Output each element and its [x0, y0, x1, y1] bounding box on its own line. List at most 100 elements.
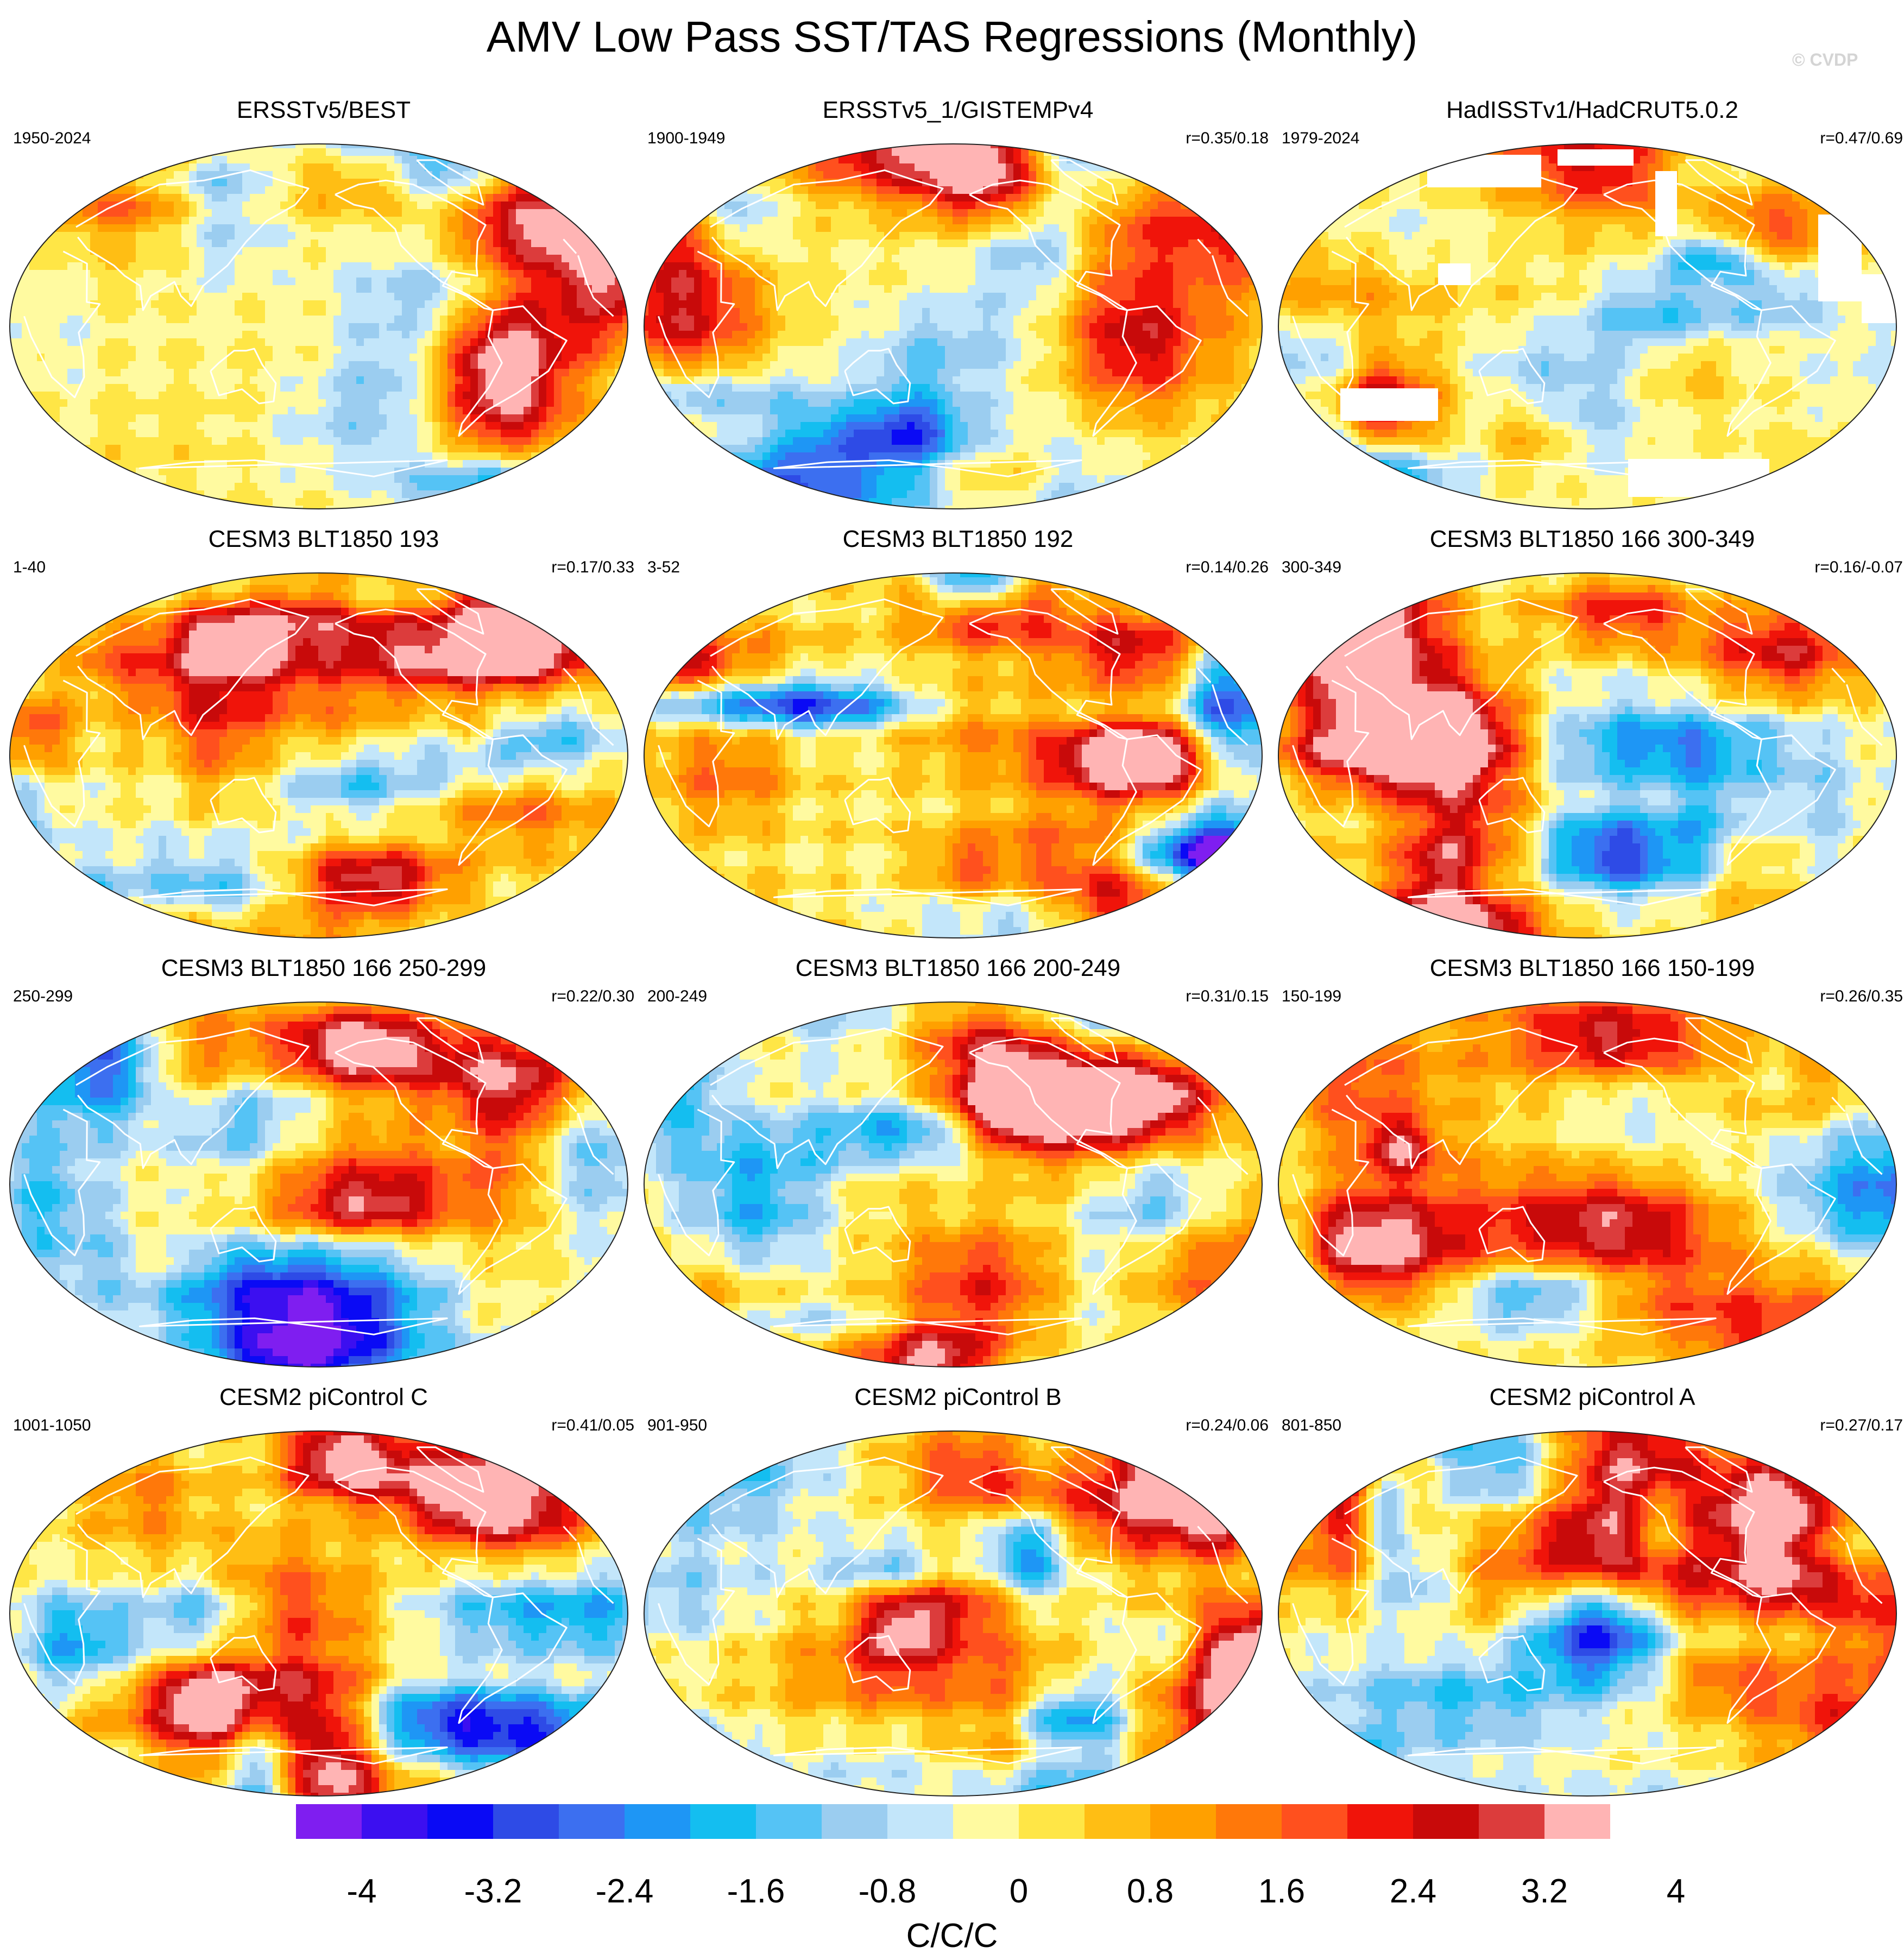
- shaded-field: [1278, 1431, 1896, 1796]
- coastline: [458, 1592, 568, 1724]
- panel-correlation: r=0.14/0.26: [1186, 558, 1269, 577]
- colorbar-swatch: [756, 1804, 822, 1839]
- map-border: [1278, 1001, 1897, 1367]
- colorbar-swatch: [1150, 1804, 1216, 1839]
- coastline: [23, 250, 101, 399]
- panel-period: 300-349: [1282, 558, 1341, 577]
- panel-correlation: r=0.31/0.15: [1186, 987, 1269, 1006]
- coastline: [773, 888, 1082, 906]
- colorbar-tick-label: -0.8: [833, 1873, 942, 1911]
- coastline: [1344, 598, 1578, 740]
- colorbar-swatch: [625, 1804, 691, 1839]
- regression-map: [9, 143, 628, 509]
- coastline: [563, 1096, 577, 1112]
- coastline: [1292, 1108, 1370, 1257]
- panel-title: ERSSTv5_1/GISTEMPv4: [641, 95, 1275, 125]
- panel-period: 3-52: [647, 558, 680, 577]
- shaded-field: [10, 144, 628, 509]
- map-border: [644, 572, 1263, 938]
- coastline: [1344, 169, 1578, 311]
- colorbar-swatch: [887, 1804, 954, 1839]
- coastline: [1197, 1526, 1212, 1541]
- colorbar-swatch: [1085, 1804, 1151, 1839]
- coastline: [1726, 1592, 1836, 1724]
- coastline: [844, 1206, 911, 1263]
- map-panel: ERSSTv5_1/GISTEMPv4 1900-1949 r=0.35/0.18: [641, 95, 1275, 524]
- coastline: [210, 348, 277, 405]
- coastline: [335, 179, 494, 311]
- panel-correlation: r=0.22/0.30: [551, 987, 634, 1006]
- coastline: [416, 1446, 484, 1493]
- panel-correlation: r=0.26/0.35: [1820, 987, 1903, 1006]
- regression-map: [9, 572, 628, 938]
- coastline: [1478, 348, 1546, 405]
- coastline: [658, 679, 735, 828]
- coastline: [1685, 159, 1753, 206]
- map-panel: HadISSTv1/HadCRUT5.0.2 1979-2024 r=0.47/0.…: [1275, 95, 1904, 524]
- map-border: [1278, 572, 1897, 938]
- coastline: [969, 1466, 1128, 1598]
- panel-title: HadISSTv1/HadCRUT5.0.2: [1275, 95, 1904, 125]
- coastline: [138, 1317, 448, 1335]
- coastline: [563, 238, 577, 254]
- colorbar-tick-label: 2.4: [1359, 1873, 1467, 1911]
- colorbar-tick-label: 3.2: [1490, 1873, 1599, 1911]
- coastline: [1197, 667, 1212, 683]
- coastline: [1220, 283, 1249, 317]
- coastline: [1197, 238, 1212, 254]
- map-panel: CESM2 piControl B 901-950 r=0.24/0.06: [641, 1382, 1275, 1811]
- coastline: [773, 1317, 1082, 1335]
- coastline: [1685, 1017, 1753, 1064]
- coastline: [1855, 712, 1883, 746]
- coastline: [75, 1457, 310, 1598]
- regression-map: [644, 1430, 1263, 1797]
- coastline: [1603, 608, 1762, 740]
- coastline: [844, 1635, 911, 1692]
- regression-map: [1278, 572, 1897, 938]
- map-border: [9, 572, 628, 938]
- coastline: [1344, 1028, 1578, 1169]
- coastline: [75, 598, 310, 740]
- coastline: [23, 1108, 101, 1257]
- coastline: [1220, 1141, 1249, 1175]
- coastline: [586, 712, 614, 746]
- map-panel: ERSSTv5/BEST 1950-2024: [7, 95, 641, 524]
- panel-title: CESM3 BLT1850 193: [7, 524, 641, 554]
- panel-correlation: r=0.17/0.33: [551, 558, 634, 577]
- coastline: [1846, 1542, 1857, 1572]
- colorbar: [296, 1804, 1610, 1839]
- panel-correlation: r=0.16/-0.07: [1814, 558, 1903, 577]
- coastline: [969, 1037, 1128, 1169]
- panel-title: CESM3 BLT1850 166 150-199: [1275, 953, 1904, 984]
- panel-period: 200-249: [647, 987, 707, 1006]
- map-border: [644, 1001, 1263, 1367]
- coastline: [1407, 459, 1717, 477]
- shaded-field: [644, 1002, 1262, 1367]
- panel-title: CESM2 piControl A: [1275, 1382, 1904, 1413]
- cvdp-watermark: © CVDP: [1792, 50, 1858, 70]
- coastline: [1685, 1446, 1753, 1493]
- shaded-field: [10, 573, 628, 938]
- panel-period: 1950-2024: [13, 129, 91, 148]
- coastline: [1407, 1317, 1717, 1335]
- colorbar-swatch: [1216, 1804, 1282, 1839]
- shaded-field: [644, 573, 1262, 938]
- coastline: [658, 1108, 735, 1257]
- panel-title: CESM3 BLT1850 192: [641, 524, 1275, 554]
- colorbar-tick-label: -2.4: [570, 1873, 679, 1911]
- coastline: [577, 684, 588, 714]
- coastline: [773, 459, 1082, 477]
- coastline: [1197, 1096, 1212, 1112]
- coastline: [75, 169, 310, 311]
- shaded-field: [644, 1431, 1262, 1796]
- coastline: [1292, 250, 1370, 399]
- coastline: [335, 608, 494, 740]
- coastline: [1292, 1537, 1370, 1686]
- regression-map: [9, 1001, 628, 1367]
- coastline: [1726, 734, 1836, 866]
- coastline: [1092, 1163, 1202, 1295]
- coastline: [1344, 1457, 1578, 1598]
- colorbar-swatch: [493, 1804, 559, 1839]
- regression-map: [1278, 143, 1897, 509]
- shaded-field: [1278, 144, 1896, 509]
